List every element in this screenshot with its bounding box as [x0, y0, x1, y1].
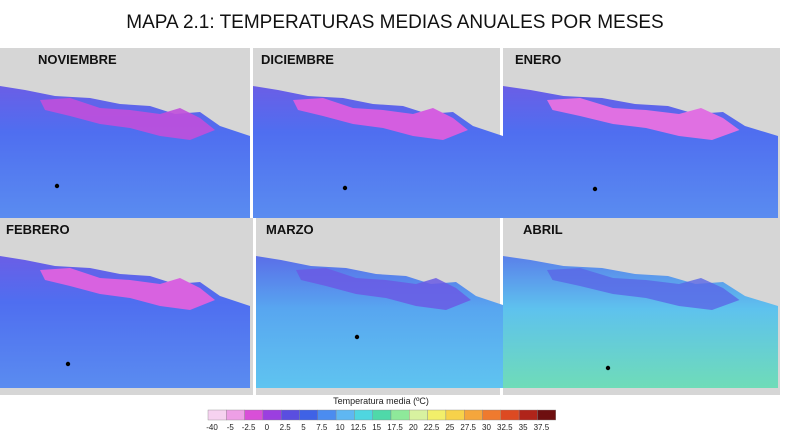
- map-panel: NOVIEMBRE: [0, 48, 250, 218]
- legend-label: 5: [301, 423, 306, 432]
- legend-label: 7.5: [316, 423, 328, 432]
- title: MAPA 2.1: TEMPERATURAS MEDIAS ANUALES PO…: [126, 12, 663, 33]
- legend-swatch: [335, 409, 355, 421]
- legend-swatch: [482, 409, 501, 421]
- legend-label: 15: [372, 423, 381, 432]
- legend-label: 22.5: [424, 423, 440, 432]
- legend-title: Temperatura media (ºC): [333, 396, 429, 406]
- legend-swatch: [500, 409, 520, 421]
- legend-label: 32.5: [497, 423, 513, 432]
- panel-label: NOVIEMBRE: [38, 52, 117, 67]
- legend-swatch: [244, 409, 264, 421]
- legend: -40 -5 -2.5 0 2.5 5 7.5 10 12.5 15 17.5 20 22.5 25 27.…: [206, 409, 556, 432]
- legend-swatch: [281, 409, 300, 421]
- legend-label: 25: [445, 423, 454, 432]
- panel-label: ENERO: [515, 52, 561, 67]
- legend-swatch: [445, 409, 465, 421]
- legend-label: 10: [336, 423, 345, 432]
- legend-swatch: [409, 409, 428, 421]
- map-panel: ENERO: [503, 48, 780, 218]
- legend-swatch: [262, 409, 282, 421]
- legend-swatch: [390, 409, 410, 421]
- legend-label: 37.5: [534, 423, 550, 432]
- map-panel: DICIEMBRE: [253, 48, 503, 218]
- panel-label: DICIEMBRE: [261, 52, 334, 67]
- legend-label: 17.5: [387, 423, 403, 432]
- map-panel: ABRIL: [503, 218, 780, 395]
- panel-label: ABRIL: [523, 222, 563, 237]
- legend-swatch: [354, 409, 373, 421]
- panel-label: MARZO: [266, 222, 314, 237]
- panel-label: FEBRERO: [6, 222, 70, 237]
- legend-label: 20: [409, 423, 418, 432]
- legend-swatch: [537, 409, 556, 421]
- legend-swatch: [226, 409, 245, 421]
- legend-label: 2.5: [280, 423, 292, 432]
- legend-label: -2.5: [242, 423, 256, 432]
- legend-label: 0: [265, 423, 270, 432]
- legend-swatch: [372, 409, 392, 421]
- legend-label: 27.5: [460, 423, 476, 432]
- legend-swatch: [518, 409, 538, 421]
- legend-label: -40: [206, 423, 218, 432]
- legend-swatch: [427, 409, 447, 421]
- legend-label: 12.5: [351, 423, 367, 432]
- legend-swatch: [207, 409, 227, 421]
- legend-swatch: [299, 409, 318, 421]
- map-panel: MARZO: [256, 218, 506, 395]
- legend-label: -5: [227, 423, 235, 432]
- map-panel: FEBRERO: [0, 218, 253, 395]
- legend-label: 30: [482, 423, 491, 432]
- legend-swatch: [317, 409, 337, 421]
- legend-swatch: [464, 409, 483, 421]
- legend-label: 35: [519, 423, 528, 432]
